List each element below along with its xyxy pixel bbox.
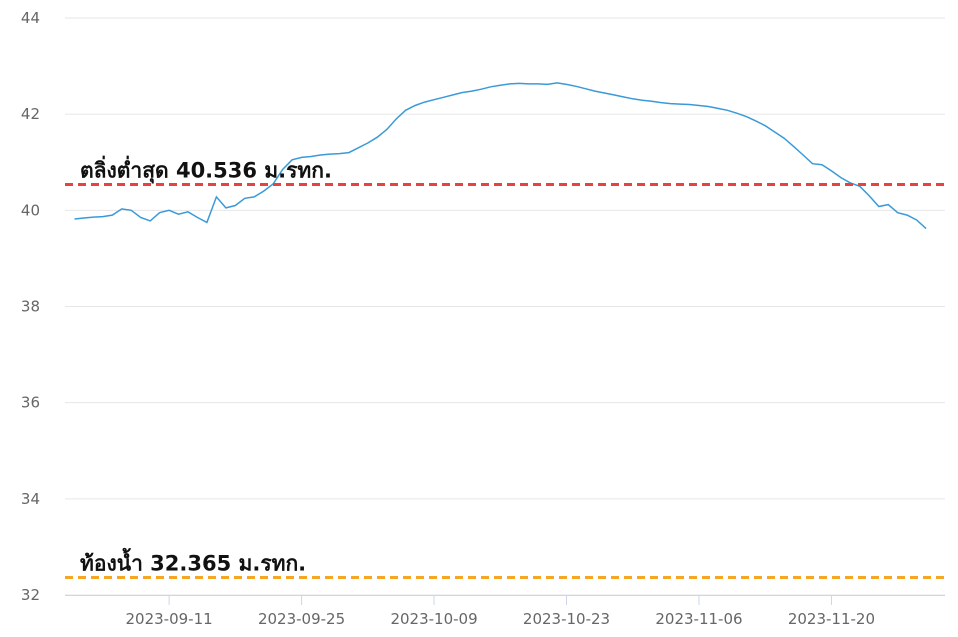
x-tick-label: 2023-11-20: [788, 610, 875, 628]
y-tick-label: 38: [21, 298, 40, 316]
y-tick-label: 42: [21, 105, 40, 123]
y-tick-label: 36: [21, 394, 40, 412]
y-tick-label: 40: [21, 201, 40, 219]
y-tick-label: 34: [21, 490, 40, 508]
x-tick-label: 2023-10-23: [523, 610, 610, 628]
reference-label: ท้องน้ำ 32.365 ม.รทก.: [80, 547, 306, 575]
x-tick-label: 2023-10-09: [390, 610, 477, 628]
data-line: [74, 82, 927, 230]
x-tick-label: 2023-11-06: [655, 610, 742, 628]
y-tick-label: 44: [21, 9, 40, 27]
y-tick-label: 32: [21, 586, 40, 604]
reference-label: ตลิ่งต่ำสุด 40.536 ม.รทก.: [80, 155, 332, 185]
x-tick-label: 2023-09-25: [258, 610, 345, 628]
x-tick-label: 2023-09-11: [125, 610, 212, 628]
